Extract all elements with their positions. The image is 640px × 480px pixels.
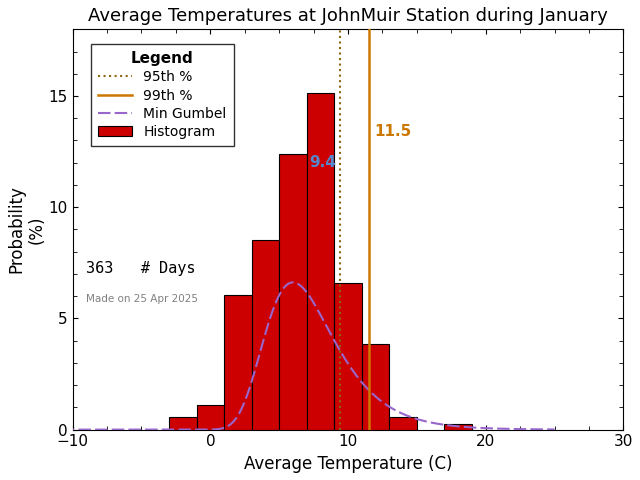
Y-axis label: Probability
(%): Probability (%) <box>7 186 45 274</box>
Text: 363   # Days: 363 # Days <box>86 262 196 276</box>
Text: 9.4: 9.4 <box>310 155 337 170</box>
Bar <box>389 418 417 430</box>
Bar <box>279 154 307 430</box>
X-axis label: Average Temperature (C): Average Temperature (C) <box>244 455 452 473</box>
Text: 11.5: 11.5 <box>374 124 412 139</box>
Legend: 95th %, 99th %, Min Gumbel, Histogram: 95th %, 99th %, Min Gumbel, Histogram <box>91 44 234 146</box>
Bar <box>196 405 224 430</box>
Bar <box>307 93 334 430</box>
Text: Made on 25 Apr 2025: Made on 25 Apr 2025 <box>86 293 198 303</box>
Bar <box>169 418 196 430</box>
Bar <box>334 283 362 430</box>
Bar <box>444 424 472 430</box>
Title: Average Temperatures at JohnMuir Station during January: Average Temperatures at JohnMuir Station… <box>88 7 608 25</box>
Bar <box>224 295 252 430</box>
Bar <box>362 344 389 430</box>
Bar <box>252 240 279 430</box>
